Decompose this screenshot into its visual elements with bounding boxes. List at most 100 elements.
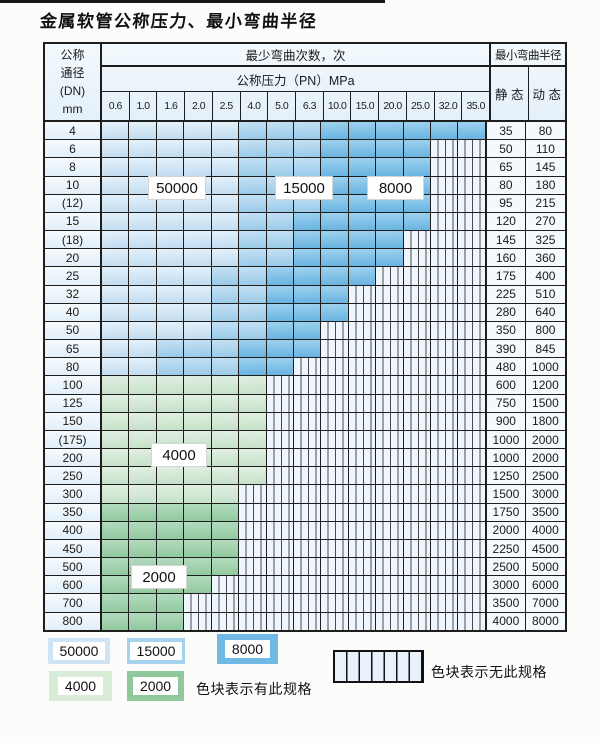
- grid-cell: [156, 376, 185, 394]
- dynamic-radius-value: 2500: [525, 467, 565, 485]
- grid-cell: [129, 140, 157, 158]
- grid-cell: [211, 521, 240, 539]
- grid-cell: [403, 321, 432, 340]
- grid-cell: [102, 521, 130, 539]
- grid-cell: [102, 231, 130, 249]
- grid-cell: [129, 285, 157, 303]
- dn-label: 300: [45, 485, 102, 503]
- grid-cell: [239, 267, 267, 285]
- grid-cell: [211, 194, 240, 212]
- dynamic-header: 动 态: [532, 88, 561, 102]
- grid-cell: [403, 558, 432, 576]
- grid-cell: [403, 449, 432, 467]
- grid-cell: [431, 212, 459, 231]
- grid-cell: [266, 449, 294, 467]
- grid-cell: [266, 430, 294, 449]
- grid-cell: [266, 249, 294, 267]
- grid-cell: [266, 594, 294, 612]
- dynamic-radius-value: 7000: [525, 594, 565, 612]
- pressure-column-header: 25.0: [407, 92, 435, 120]
- grid-cell: [156, 285, 185, 303]
- grid-cell: [129, 412, 157, 430]
- pressure-column-header: 1.0: [130, 92, 158, 120]
- static-dynamic-headers: 静 态 动 态: [491, 67, 565, 120]
- grid-cell: [376, 285, 404, 303]
- grid-cell: [239, 140, 267, 158]
- table-row: 200 1000 2000: [45, 449, 565, 468]
- grid-cell: [458, 340, 487, 358]
- grid-cell: [211, 539, 240, 558]
- grid-cell: [293, 539, 322, 558]
- grid-cell: [348, 521, 377, 539]
- grid-cell: [184, 558, 212, 576]
- grid-cell: [403, 376, 432, 394]
- grid-cell: [184, 539, 212, 558]
- grid-cell: [129, 249, 157, 267]
- grid-cell: [293, 594, 322, 612]
- grid-cell: [211, 358, 240, 376]
- grid-cell: [348, 358, 377, 376]
- dn-label: 8: [45, 158, 102, 176]
- dynamic-radius-value: 1500: [525, 394, 565, 412]
- grid-cell: [431, 249, 459, 267]
- grid-cell: [102, 576, 130, 594]
- grid-cell: [102, 503, 130, 521]
- grid-cell: [184, 394, 212, 412]
- grid-cell: [376, 122, 404, 140]
- grid-cell: [156, 358, 185, 376]
- grid-cell: [239, 122, 267, 140]
- table-row: 4 35 80: [45, 122, 565, 141]
- grid-cell: [266, 376, 294, 394]
- grid-cell: [211, 231, 240, 249]
- grid-cell: [293, 212, 322, 231]
- grid-cell: [293, 394, 322, 412]
- static-radius-value: 65: [486, 158, 526, 176]
- grid-cell: [211, 212, 240, 231]
- grid-cell: [293, 140, 322, 158]
- grid-cell: [266, 503, 294, 521]
- static-radius-value: 1500: [486, 485, 526, 503]
- grid-cell: [266, 303, 294, 321]
- static-radius-value: 280: [486, 303, 526, 321]
- grid-cell: [293, 485, 322, 503]
- pressure-column-header: 6.3: [296, 92, 324, 120]
- dynamic-radius-value: 215: [525, 194, 565, 212]
- dynamic-radius-value: 800: [525, 321, 565, 340]
- grid-cell: [293, 267, 322, 285]
- legend-hatch-swatch: [333, 650, 424, 683]
- grid-cell: [321, 122, 349, 140]
- grid-cell: [293, 430, 322, 449]
- legend-swatch-50000: 50000: [48, 638, 110, 664]
- grid-cell: [239, 303, 267, 321]
- grid-cell: [211, 485, 240, 503]
- grid-cell: [129, 594, 157, 612]
- dn-label: 20: [45, 249, 102, 267]
- grid-cell: [403, 412, 432, 430]
- grid-cell: [321, 358, 349, 376]
- grid-cell: [266, 285, 294, 303]
- dn-label: 150: [45, 412, 102, 430]
- grid-cell: [458, 467, 487, 485]
- dynamic-radius-value: 80: [525, 122, 565, 140]
- dynamic-radius-value: 400: [525, 267, 565, 285]
- dynamic-radius-value: 4000: [525, 521, 565, 539]
- grid-cell: [156, 612, 185, 630]
- legend-no-spec-text: 色块表示无此规格: [431, 664, 547, 680]
- dn-label: 10: [45, 176, 102, 194]
- grid-cell: [239, 539, 267, 558]
- grid-cell: [184, 612, 212, 630]
- dn-label: 800: [45, 612, 102, 630]
- grid-cell: [321, 303, 349, 321]
- grid-cell: [376, 394, 404, 412]
- legend-swatch-2000: 2000: [127, 671, 184, 701]
- grid-cell: [266, 340, 294, 358]
- grid-cell: [458, 140, 487, 158]
- pressure-column-header: 4.0: [241, 92, 269, 120]
- pressure-column-header: 0.6: [102, 92, 130, 120]
- cycles-label-15000: 15000: [275, 176, 333, 200]
- cycles-label-4000: 4000: [151, 443, 207, 467]
- grid-cell: [184, 231, 212, 249]
- pressure-column-header: 10.0: [324, 92, 352, 120]
- grid-cell: [403, 340, 432, 358]
- corner-line: mm: [62, 102, 83, 116]
